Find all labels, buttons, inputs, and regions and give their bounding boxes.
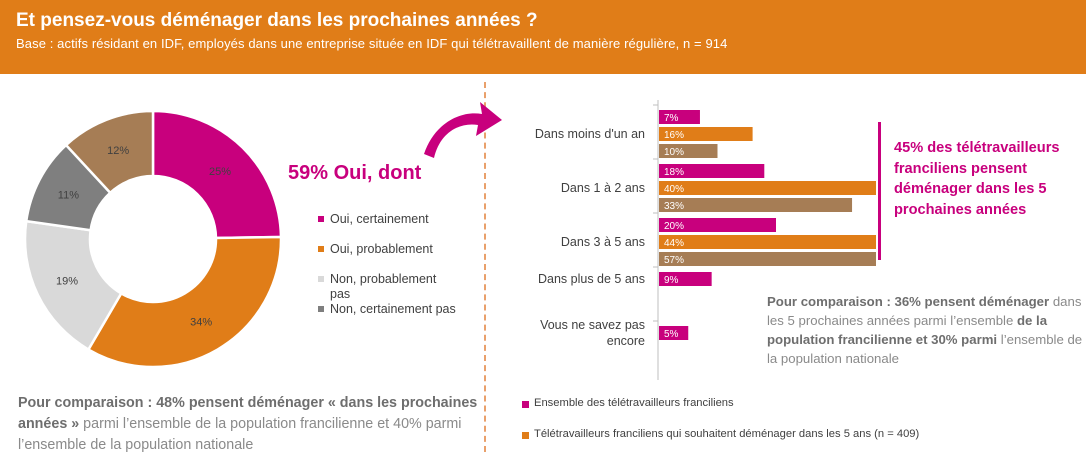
category-label: Dans 3 à 5 ans bbox=[561, 235, 645, 249]
bar-value-label: 57% bbox=[664, 255, 684, 266]
legend-label: Télétravailleurs franciliens qui souhait… bbox=[534, 428, 920, 440]
bar bbox=[659, 144, 718, 158]
donut-slice bbox=[64, 109, 155, 195]
right-note-text-2: l’ensemble de la population nationale bbox=[767, 332, 1083, 366]
bar-value-label: 16% bbox=[664, 130, 684, 141]
curved-arrow-icon bbox=[424, 102, 502, 158]
legend-swatch bbox=[522, 432, 529, 439]
legend-swatch bbox=[318, 216, 324, 222]
legend-swatch bbox=[522, 401, 529, 408]
left-comparison-note: Pour comparaison : 48% pensent déménager… bbox=[18, 393, 478, 456]
right-comparison-note: Pour comparaison : 36% pensent déménager… bbox=[767, 292, 1083, 368]
legend-item-oui-certainement: Oui, certainement bbox=[318, 212, 488, 242]
bar bbox=[659, 181, 876, 195]
category-label: Vous ne savez pas encore bbox=[540, 318, 645, 348]
donut-chart: 25% 34% 19% 11% 12% bbox=[23, 109, 283, 369]
category-label: Dans moins d'un an bbox=[535, 127, 645, 141]
legend-swatch bbox=[318, 306, 324, 312]
left-note-text: parmi l’ensemble de la population franci… bbox=[18, 416, 462, 453]
bar-value-label: 10% bbox=[664, 147, 684, 158]
callout-text: 45% des télétravailleurs franciliens pen… bbox=[894, 140, 1060, 218]
bar bbox=[659, 198, 853, 212]
legend-label: Oui, probablement bbox=[330, 242, 433, 256]
bar-value-label: 33% bbox=[664, 201, 684, 212]
legend-swatch bbox=[318, 246, 324, 252]
legend-label: Ensemble des télétravailleurs francilien… bbox=[534, 397, 734, 409]
category-label: Dans 1 à 2 ans bbox=[561, 181, 645, 195]
callout-accent-bar bbox=[878, 122, 881, 260]
bar-legend: Ensemble des télétravailleurs francilien… bbox=[522, 397, 1042, 459]
legend-label: Oui, certainement bbox=[330, 212, 429, 226]
header-banner: Et pensez-vous déménager dans les procha… bbox=[0, 0, 1086, 74]
bar bbox=[659, 326, 689, 340]
bar-value-label: 40% bbox=[664, 184, 684, 195]
legend-item-non-certainement-pas: Non, certainement pas bbox=[318, 302, 488, 320]
legend-item-oui-probablement: Oui, probablement bbox=[318, 242, 488, 272]
donut-slice-label: 11% bbox=[58, 190, 79, 202]
bar bbox=[659, 272, 712, 286]
bar bbox=[659, 252, 876, 266]
donut-slice-label: 19% bbox=[56, 276, 78, 288]
left-note-bold: Pour comparaison : 48% pensent déménager… bbox=[18, 395, 478, 432]
donut-slice bbox=[86, 235, 283, 369]
donut-slice bbox=[23, 219, 123, 352]
right-note-bold-2: de la population francilienne et 30% par… bbox=[767, 313, 1048, 347]
legend-item-non-probablement-pas: Non, probablement pas bbox=[318, 272, 458, 302]
legend-label: Non, probablement pas bbox=[330, 272, 437, 301]
legend-swatch bbox=[318, 276, 324, 282]
donut-slice-label: 34% bbox=[190, 316, 212, 328]
bar-value-label: 9% bbox=[664, 275, 679, 286]
section-divider bbox=[484, 82, 486, 452]
right-note-text-1: dans les 5 prochaines années parmi l’ens… bbox=[767, 294, 1082, 328]
donut-slice bbox=[151, 109, 283, 240]
legend-item-ensemble: Ensemble des télétravailleurs francilien… bbox=[522, 397, 1042, 412]
bar bbox=[659, 110, 700, 124]
bar-value-label: 18% bbox=[664, 167, 684, 178]
right-note-bold-1: Pour comparaison : 36% pensent déménager bbox=[767, 294, 1050, 309]
donut-slice-label: 12% bbox=[107, 145, 129, 157]
bar-value-label: 44% bbox=[664, 238, 684, 249]
headline-yes-total: 59% Oui, dont bbox=[288, 162, 422, 184]
bar bbox=[659, 164, 765, 178]
bar bbox=[659, 218, 776, 232]
bar-value-label: 20% bbox=[664, 221, 684, 232]
legend-label: Non, certainement pas bbox=[330, 302, 456, 316]
donut-legend: Oui, certainement Oui, probablement Non,… bbox=[318, 212, 488, 320]
legend-item-souhaitent-demenager: Télétravailleurs franciliens qui souhait… bbox=[522, 428, 1042, 443]
bar-chart: Dans moins d'un an 7% 16% 10% Dans 1 à 2 ans… bbox=[535, 100, 876, 380]
category-label: Dans plus de 5 ans bbox=[538, 272, 645, 286]
page-subtitle: Base : actifs résidant en IDF, employés … bbox=[16, 36, 728, 51]
bar-value-label: 7% bbox=[664, 113, 679, 124]
bar-value-label: 5% bbox=[664, 329, 679, 340]
page-title: Et pensez-vous déménager dans les procha… bbox=[16, 10, 538, 31]
donut-slice-label: 25% bbox=[209, 166, 231, 178]
bar bbox=[659, 127, 753, 141]
bar bbox=[659, 235, 876, 249]
